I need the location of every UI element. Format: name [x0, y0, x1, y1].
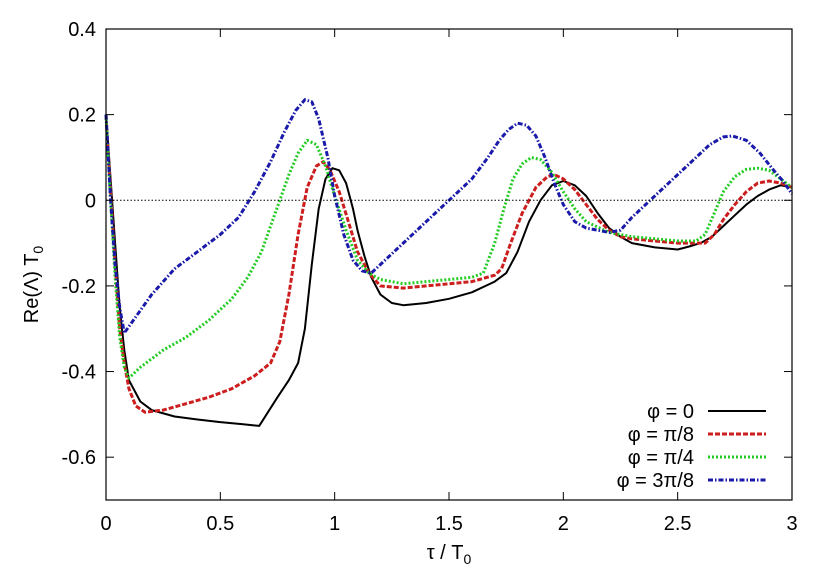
x-axis-label-main: τ / T	[427, 542, 464, 564]
series-line-0	[105, 114, 793, 427]
y-tick-label: -0.4	[62, 362, 96, 384]
x-tick-label: 1.5	[435, 513, 463, 535]
y-tick-label: 0	[85, 190, 96, 212]
y-axis-label-main: Re(Λ) T	[21, 254, 43, 324]
x-axis-label: τ / T0	[427, 542, 472, 567]
x-tick-label: 0.5	[206, 513, 234, 535]
series-line-1	[104, 114, 793, 414]
legend-label-3: φ = 3π/8	[617, 470, 694, 492]
x-tick-label: 0	[100, 513, 111, 535]
series-line-2	[104, 114, 793, 380]
legend: φ = 0φ = π/8φ = π/4φ = 3π/8	[617, 401, 766, 492]
x-axis-label-subscript: 0	[464, 551, 472, 567]
legend-label-0: φ = 0	[647, 401, 694, 423]
tick-labels-group: 0 0.5 1 1.5 2 2.5 3 0.4 0.2 0 -0.2 -0.4 -0.6	[62, 19, 798, 535]
x-tick-label: 3	[786, 513, 797, 535]
y-tick-label: -0.2	[62, 276, 96, 298]
legend-label-1: φ = π/8	[628, 424, 694, 446]
x-tick-label: 2.5	[664, 513, 692, 535]
ticks-group	[105, 28, 793, 500]
y-tick-label: 0.4	[68, 19, 96, 41]
x-tick-label: 1	[329, 513, 340, 535]
y-tick-label: 0.2	[68, 105, 96, 127]
x-tick-label: 2	[558, 513, 569, 535]
y-tick-label: -0.6	[62, 447, 96, 469]
y-axis-label-subscript: 0	[30, 246, 46, 254]
legend-label-2: φ = π/4	[628, 447, 694, 469]
y-axis-label: Re(Λ) T0	[21, 246, 46, 324]
